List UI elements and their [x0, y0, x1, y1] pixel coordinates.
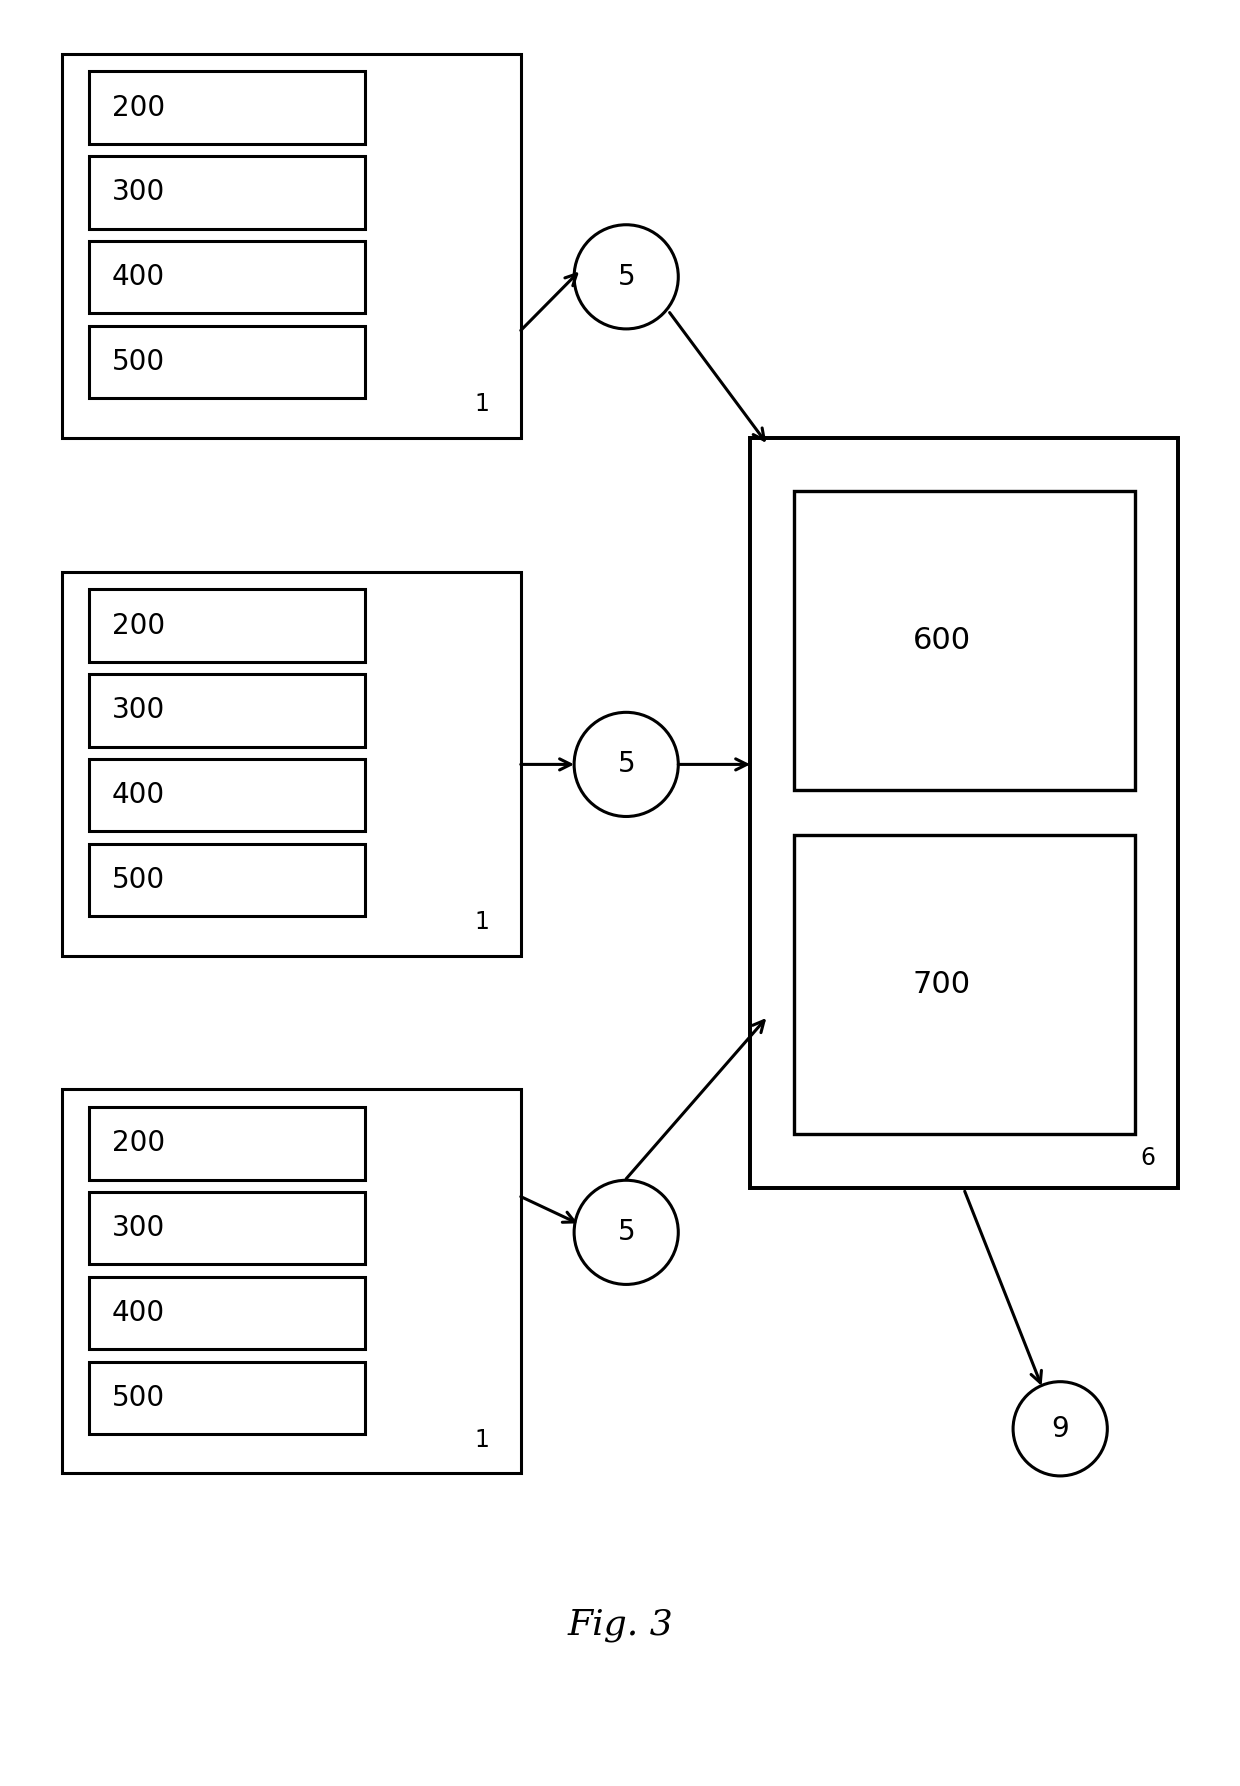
Text: 1: 1 [475, 911, 490, 934]
Bar [794, 836, 1135, 1134]
Text: Fig. 3: Fig. 3 [567, 1607, 673, 1643]
Text: 200: 200 [112, 93, 165, 121]
Bar [89, 71, 365, 145]
Ellipse shape [574, 1181, 678, 1284]
Bar [89, 759, 365, 832]
Text: 400: 400 [112, 780, 165, 809]
Bar [89, 1193, 365, 1264]
Text: 500: 500 [112, 348, 165, 377]
Bar [89, 1361, 365, 1434]
Bar [89, 241, 365, 314]
Text: 200: 200 [112, 1129, 165, 1157]
Text: 5: 5 [618, 750, 635, 779]
Bar [89, 1107, 365, 1179]
Bar [89, 157, 365, 229]
Ellipse shape [1013, 1382, 1107, 1475]
Text: 5: 5 [618, 263, 635, 291]
Ellipse shape [574, 713, 678, 816]
Text: 9: 9 [1052, 1415, 1069, 1443]
Bar [89, 845, 365, 916]
Text: 6: 6 [1141, 1147, 1156, 1170]
Text: 400: 400 [112, 263, 165, 291]
Bar [62, 572, 521, 956]
Text: 1: 1 [475, 1429, 490, 1452]
Text: 600: 600 [913, 627, 971, 655]
Bar [89, 673, 365, 747]
Ellipse shape [574, 225, 678, 329]
Text: 200: 200 [112, 611, 165, 639]
Text: 300: 300 [112, 697, 165, 725]
Text: 1: 1 [475, 393, 490, 416]
Bar [750, 438, 1178, 1188]
Bar [89, 327, 365, 398]
Text: 500: 500 [112, 1384, 165, 1413]
Text: 300: 300 [112, 179, 165, 207]
Bar [89, 1277, 365, 1350]
Text: 400: 400 [112, 1298, 165, 1327]
Text: 5: 5 [618, 1218, 635, 1247]
Bar [62, 1089, 521, 1473]
Bar [89, 589, 365, 661]
Bar [62, 54, 521, 438]
Bar [794, 491, 1135, 789]
Text: 700: 700 [913, 970, 971, 998]
Text: 500: 500 [112, 866, 165, 895]
Text: 300: 300 [112, 1214, 165, 1243]
